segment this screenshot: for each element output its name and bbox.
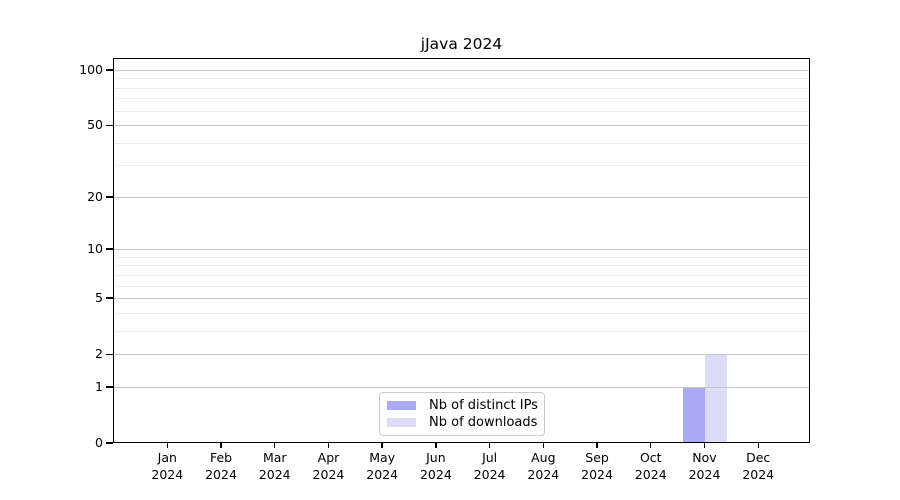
chart-title: jJava 2024 — [420, 35, 503, 53]
legend-row-downloads: Nb of downloads — [387, 415, 538, 430]
x-tick-label-dec: Dec 2024 — [742, 450, 775, 482]
gridline-major-2 — [114, 354, 809, 356]
x-tick-label-jun: Jun 2024 — [419, 450, 452, 482]
y-tick-mark-50 — [106, 124, 113, 126]
gridline-minor-80 — [114, 87, 809, 89]
y-tick-label-5: 5 — [95, 290, 103, 306]
gridline-minor-9 — [114, 256, 809, 258]
gridline-minor-30 — [114, 165, 809, 167]
gridline-major-20 — [114, 196, 809, 198]
x-tick-label-jul: Jul 2024 — [473, 450, 506, 482]
x-tick-mark-oct — [650, 443, 652, 448]
gridline-minor-3 — [114, 330, 809, 332]
gridline-minor-60 — [114, 110, 809, 112]
x-tick-label-nov: Nov 2024 — [688, 450, 721, 482]
gridline-major-100 — [114, 70, 809, 71]
x-tick-label-apr: Apr 2024 — [312, 450, 345, 482]
x-tick-mark-jun — [435, 443, 437, 448]
x-tick-label-sep: Sep 2024 — [581, 450, 613, 482]
x-tick-label-mar: Mar 2024 — [258, 450, 291, 482]
x-tick-label-feb: Feb 2024 — [205, 450, 237, 482]
x-tick-mark-apr — [327, 443, 330, 448]
x-tick-mark-jan — [166, 443, 168, 448]
x-tick-mark-feb — [220, 443, 222, 448]
y-tick-label-50: 50 — [87, 117, 103, 133]
x-tick-mark-jul — [488, 443, 491, 448]
gridline-minor-7 — [114, 274, 809, 276]
y-tick-label-100: 100 — [79, 62, 103, 77]
x-tick-label-oct: Oct 2024 — [634, 450, 667, 482]
y-tick-label-1: 1 — [95, 378, 103, 394]
x-tick-mark-dec — [757, 443, 759, 448]
bar-nb-of-downloads-nov — [704, 354, 727, 443]
x-tick-label-aug: Aug 2024 — [527, 450, 560, 482]
x-tick-label-may: May 2024 — [366, 450, 399, 482]
y-tick-mark-5 — [106, 297, 113, 299]
legend-swatch-downloads — [387, 418, 416, 427]
legend-row-distinct-ips: Nb of distinct IPs — [387, 398, 538, 413]
x-tick-mark-may — [381, 443, 383, 448]
gridline-minor-8 — [114, 265, 809, 267]
gridline-minor-90 — [114, 78, 809, 80]
x-tick-mark-mar — [274, 443, 276, 448]
gridline-major-50 — [114, 125, 809, 127]
y-tick-mark-2 — [106, 353, 113, 355]
gridline-major-5 — [114, 298, 809, 300]
gridline-minor-4 — [114, 312, 809, 314]
gridline-minor-6 — [114, 285, 809, 287]
y-tick-mark-20 — [106, 196, 113, 198]
y-tick-mark-10 — [106, 248, 113, 250]
x-tick-mark-aug — [542, 443, 545, 448]
gridline-major-1 — [114, 386, 809, 388]
gridline-minor-40 — [114, 142, 809, 144]
legend-swatch-distinct-ips — [387, 401, 416, 410]
x-tick-mark-sep — [596, 443, 598, 448]
legend-label-downloads: Nb of downloads — [429, 415, 538, 430]
gridline-major-10 — [114, 249, 809, 251]
legend: Nb of distinct IPs Nb of downloads — [379, 392, 545, 436]
y-tick-mark-0 — [106, 442, 113, 444]
gridline-minor-70 — [114, 98, 809, 100]
y-tick-label-10: 10 — [87, 241, 103, 257]
x-tick-label-jan: Jan 2024 — [151, 450, 184, 482]
y-tick-label-0: 0 — [95, 435, 103, 450]
bar-nb-of-distinct-ips-nov — [682, 386, 705, 443]
x-tick-mark-nov — [703, 443, 706, 448]
y-tick-mark-100 — [106, 69, 113, 71]
y-tick-label-20: 20 — [87, 188, 103, 204]
y-tick-label-2: 2 — [95, 346, 103, 362]
legend-label-distinct-ips: Nb of distinct IPs — [429, 398, 538, 413]
y-tick-mark-1 — [106, 386, 113, 388]
